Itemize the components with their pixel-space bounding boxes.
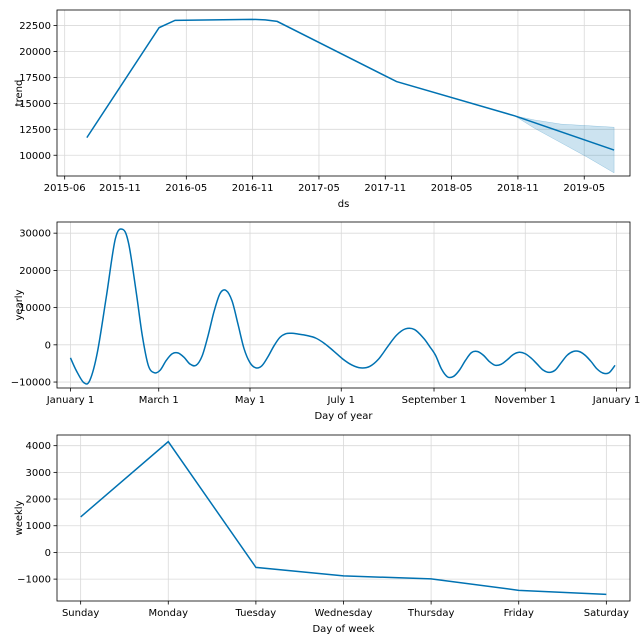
- y-tick-label: 15000: [19, 99, 51, 110]
- x-tick-label: Sunday: [62, 608, 99, 619]
- uncertainty-band: [514, 115, 615, 174]
- x-tick-label: 2018-11: [497, 183, 539, 194]
- y-tick-label: 2000: [26, 495, 51, 506]
- x-tick-label: Tuesday: [235, 608, 277, 619]
- x-tick-label: Friday: [504, 608, 534, 619]
- x-tick-label: 2017-05: [298, 183, 340, 194]
- x-tick-label: Wednesday: [315, 608, 373, 619]
- subplot-trend: 2015-06 2015-11 2016-05 2016-11 2017-05 2017-…: [14, 9, 631, 210]
- series-line-weekly: [80, 440, 607, 596]
- y-tick-label: −1000: [17, 575, 51, 586]
- y-tick-label: 10000: [19, 151, 51, 162]
- x-tick-label: Monday: [149, 608, 189, 619]
- x-axis-label: Day of week: [312, 624, 374, 635]
- y-tick-label: 22500: [19, 21, 51, 32]
- y-tick-label: 17500: [19, 73, 51, 84]
- x-tick-label: September 1: [402, 395, 467, 406]
- plot-frame: [56, 221, 631, 389]
- x-axis-label: ds: [338, 199, 350, 210]
- subplot-weekly: Sunday Monday Tuesday Wednesday Thursday Frid…: [14, 434, 631, 635]
- x-tick-label: July 1: [326, 395, 355, 406]
- x-tick-label: Saturday: [584, 608, 629, 619]
- x-tick-label: Thursday: [407, 608, 455, 619]
- y-tick-label: 3000: [26, 468, 51, 479]
- y-tick-label: 12500: [19, 125, 51, 136]
- x-axis-label: Day of year: [314, 411, 373, 422]
- x-tick-label: November 1: [494, 395, 556, 406]
- y-axis-label: weekly: [14, 500, 25, 535]
- y-axis-label: trend: [14, 80, 25, 107]
- y-tick-label: 10000: [19, 303, 51, 314]
- x-tick-label: 2017-11: [364, 183, 406, 194]
- subplot-yearly: January 1 March 1 May 1 July 1 September 1 No…: [11, 221, 640, 422]
- x-tick-label: January 1: [592, 395, 640, 406]
- y-tick-label: 0: [45, 548, 51, 559]
- series-line-yearly: [69, 228, 616, 385]
- x-tick-label: 2016-11: [232, 183, 274, 194]
- y-tick-label: −10000: [11, 378, 51, 389]
- y-tick-label: 1000: [26, 521, 51, 532]
- x-tick-label: May 1: [235, 395, 265, 406]
- x-tick-label: March 1: [139, 395, 179, 406]
- y-axis-label: yearly: [14, 289, 25, 320]
- y-tick-label: 4000: [26, 441, 51, 452]
- plot-frame: [56, 9, 631, 177]
- series-line-trend: [86, 18, 615, 151]
- x-tick-label: 2018-05: [431, 183, 473, 194]
- y-tick-label: 20000: [19, 47, 51, 58]
- x-tick-label: 2016-05: [165, 183, 207, 194]
- x-tick-label: 2015-06: [44, 183, 86, 194]
- y-tick-label: 0: [45, 340, 51, 351]
- y-tick-label: 30000: [19, 229, 51, 240]
- y-tick-label: 20000: [19, 266, 51, 277]
- x-tick-label: 2019-05: [563, 183, 605, 194]
- x-tick-label: 2015-11: [99, 183, 141, 194]
- x-tick-label: January 1: [46, 395, 94, 406]
